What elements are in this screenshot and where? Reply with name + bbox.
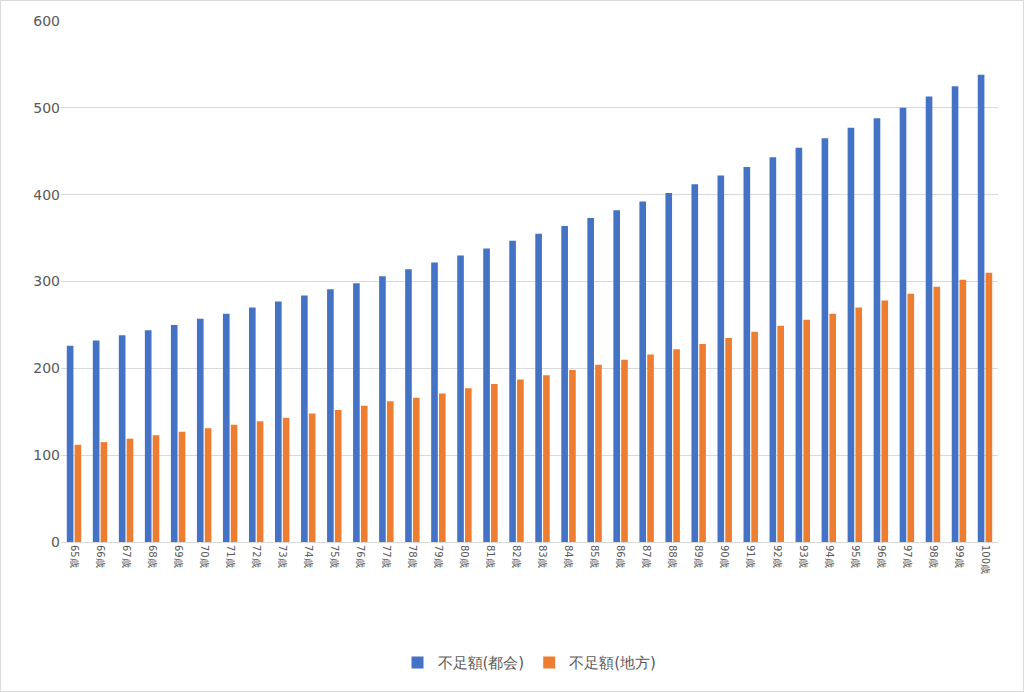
svg-text:400: 400 [33,187,60,203]
svg-text:79歳: 79歳 [433,545,444,568]
svg-text:70歳: 70歳 [199,545,210,568]
svg-text:94歳: 94歳 [824,545,835,568]
svg-text:600: 600 [33,13,60,29]
svg-text:65歳: 65歳 [69,545,80,568]
svg-text:96歳: 96歳 [876,545,887,568]
svg-text:84歳: 84歳 [563,545,574,568]
svg-text:98歳: 98歳 [928,545,939,568]
svg-text:0: 0 [51,534,60,550]
svg-text:500: 500 [33,100,60,116]
svg-text:75歳: 75歳 [329,545,340,568]
svg-text:92歳: 92歳 [772,545,783,568]
svg-text:87歳: 87歳 [641,545,652,568]
svg-text:71歳: 71歳 [225,545,236,568]
svg-text:100: 100 [33,447,60,463]
svg-text:69歳: 69歳 [173,545,184,568]
svg-text:67歳: 67歳 [121,545,132,568]
svg-text:80歳: 80歳 [459,545,470,568]
svg-text:89歳: 89歳 [693,545,704,568]
svg-text:99歳: 99歳 [954,545,965,568]
svg-text:100歳: 100歳 [980,545,991,574]
svg-text:不足額(地方): 不足額(地方) [569,654,656,672]
svg-text:86歳: 86歳 [615,545,626,568]
svg-text:68歳: 68歳 [147,545,158,568]
svg-text:300: 300 [33,273,60,289]
svg-text:73歳: 73歳 [277,545,288,568]
svg-text:72歳: 72歳 [251,545,262,568]
svg-text:95歳: 95歳 [850,545,861,568]
svg-text:78歳: 78歳 [407,545,418,568]
svg-text:77歳: 77歳 [381,545,392,568]
svg-text:74歳: 74歳 [303,545,314,568]
svg-text:82歳: 82歳 [511,545,522,568]
svg-text:90歳: 90歳 [719,545,730,568]
svg-text:83歳: 83歳 [537,545,548,568]
svg-text:不足額(都会): 不足額(都会) [438,654,525,672]
svg-text:81歳: 81歳 [485,545,496,568]
svg-text:91歳: 91歳 [745,545,756,568]
svg-text:200: 200 [33,360,60,376]
svg-text:76歳: 76歳 [355,545,366,568]
svg-text:93歳: 93歳 [798,545,809,568]
svg-text:88歳: 88歳 [667,545,678,568]
svg-text:66歳: 66歳 [95,545,106,568]
svg-text:97歳: 97歳 [902,545,913,568]
svg-text:85歳: 85歳 [589,545,600,568]
